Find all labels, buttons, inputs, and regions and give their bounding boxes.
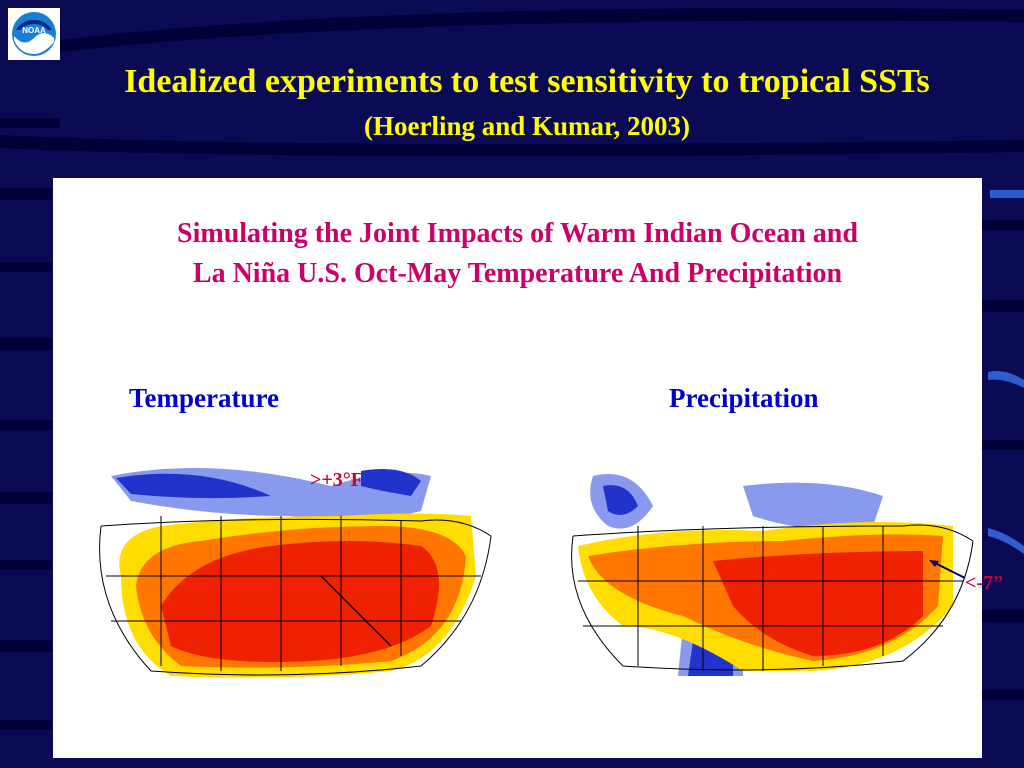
temp-cool-core-east — [361, 468, 421, 496]
temperature-map — [99, 468, 492, 678]
arrow-icon — [929, 560, 966, 579]
precipitation-map — [571, 474, 974, 676]
panel-title: Simulating the Joint Impacts of Warm Ind… — [53, 214, 982, 294]
panel-title-line-1: Simulating the Joint Impacts of Warm Ind… — [177, 218, 858, 249]
temperature-annotation: >+3°F — [310, 469, 364, 491]
noaa-logo: NOAA — [8, 8, 60, 60]
prec-warm-dark — [713, 551, 923, 656]
slide-subtitle: (Hoerling and Kumar, 2003) — [363, 111, 691, 141]
prec-state-lines — [571, 524, 974, 671]
temperature-label: Temperature — [129, 383, 279, 413]
prec-cool-northwest-core — [603, 485, 638, 515]
figure-panel: Simulating the Joint Impacts of Warm Ind… — [53, 178, 982, 758]
logo-text: NOAA — [22, 26, 46, 35]
slide-title: Idealized experiments to test sensitivit… — [124, 63, 930, 100]
prec-cool-north — [743, 482, 883, 530]
temp-cool-core — [116, 473, 271, 499]
precipitation-annotation: <-7” — [965, 572, 1004, 594]
temp-state-lines — [99, 516, 492, 676]
panel-title-line-2: La Niña U.S. Oct-May Temperature And Pre… — [192, 258, 843, 289]
temp-warm-dark — [161, 541, 439, 662]
precipitation-label: Precipitation — [669, 383, 819, 413]
